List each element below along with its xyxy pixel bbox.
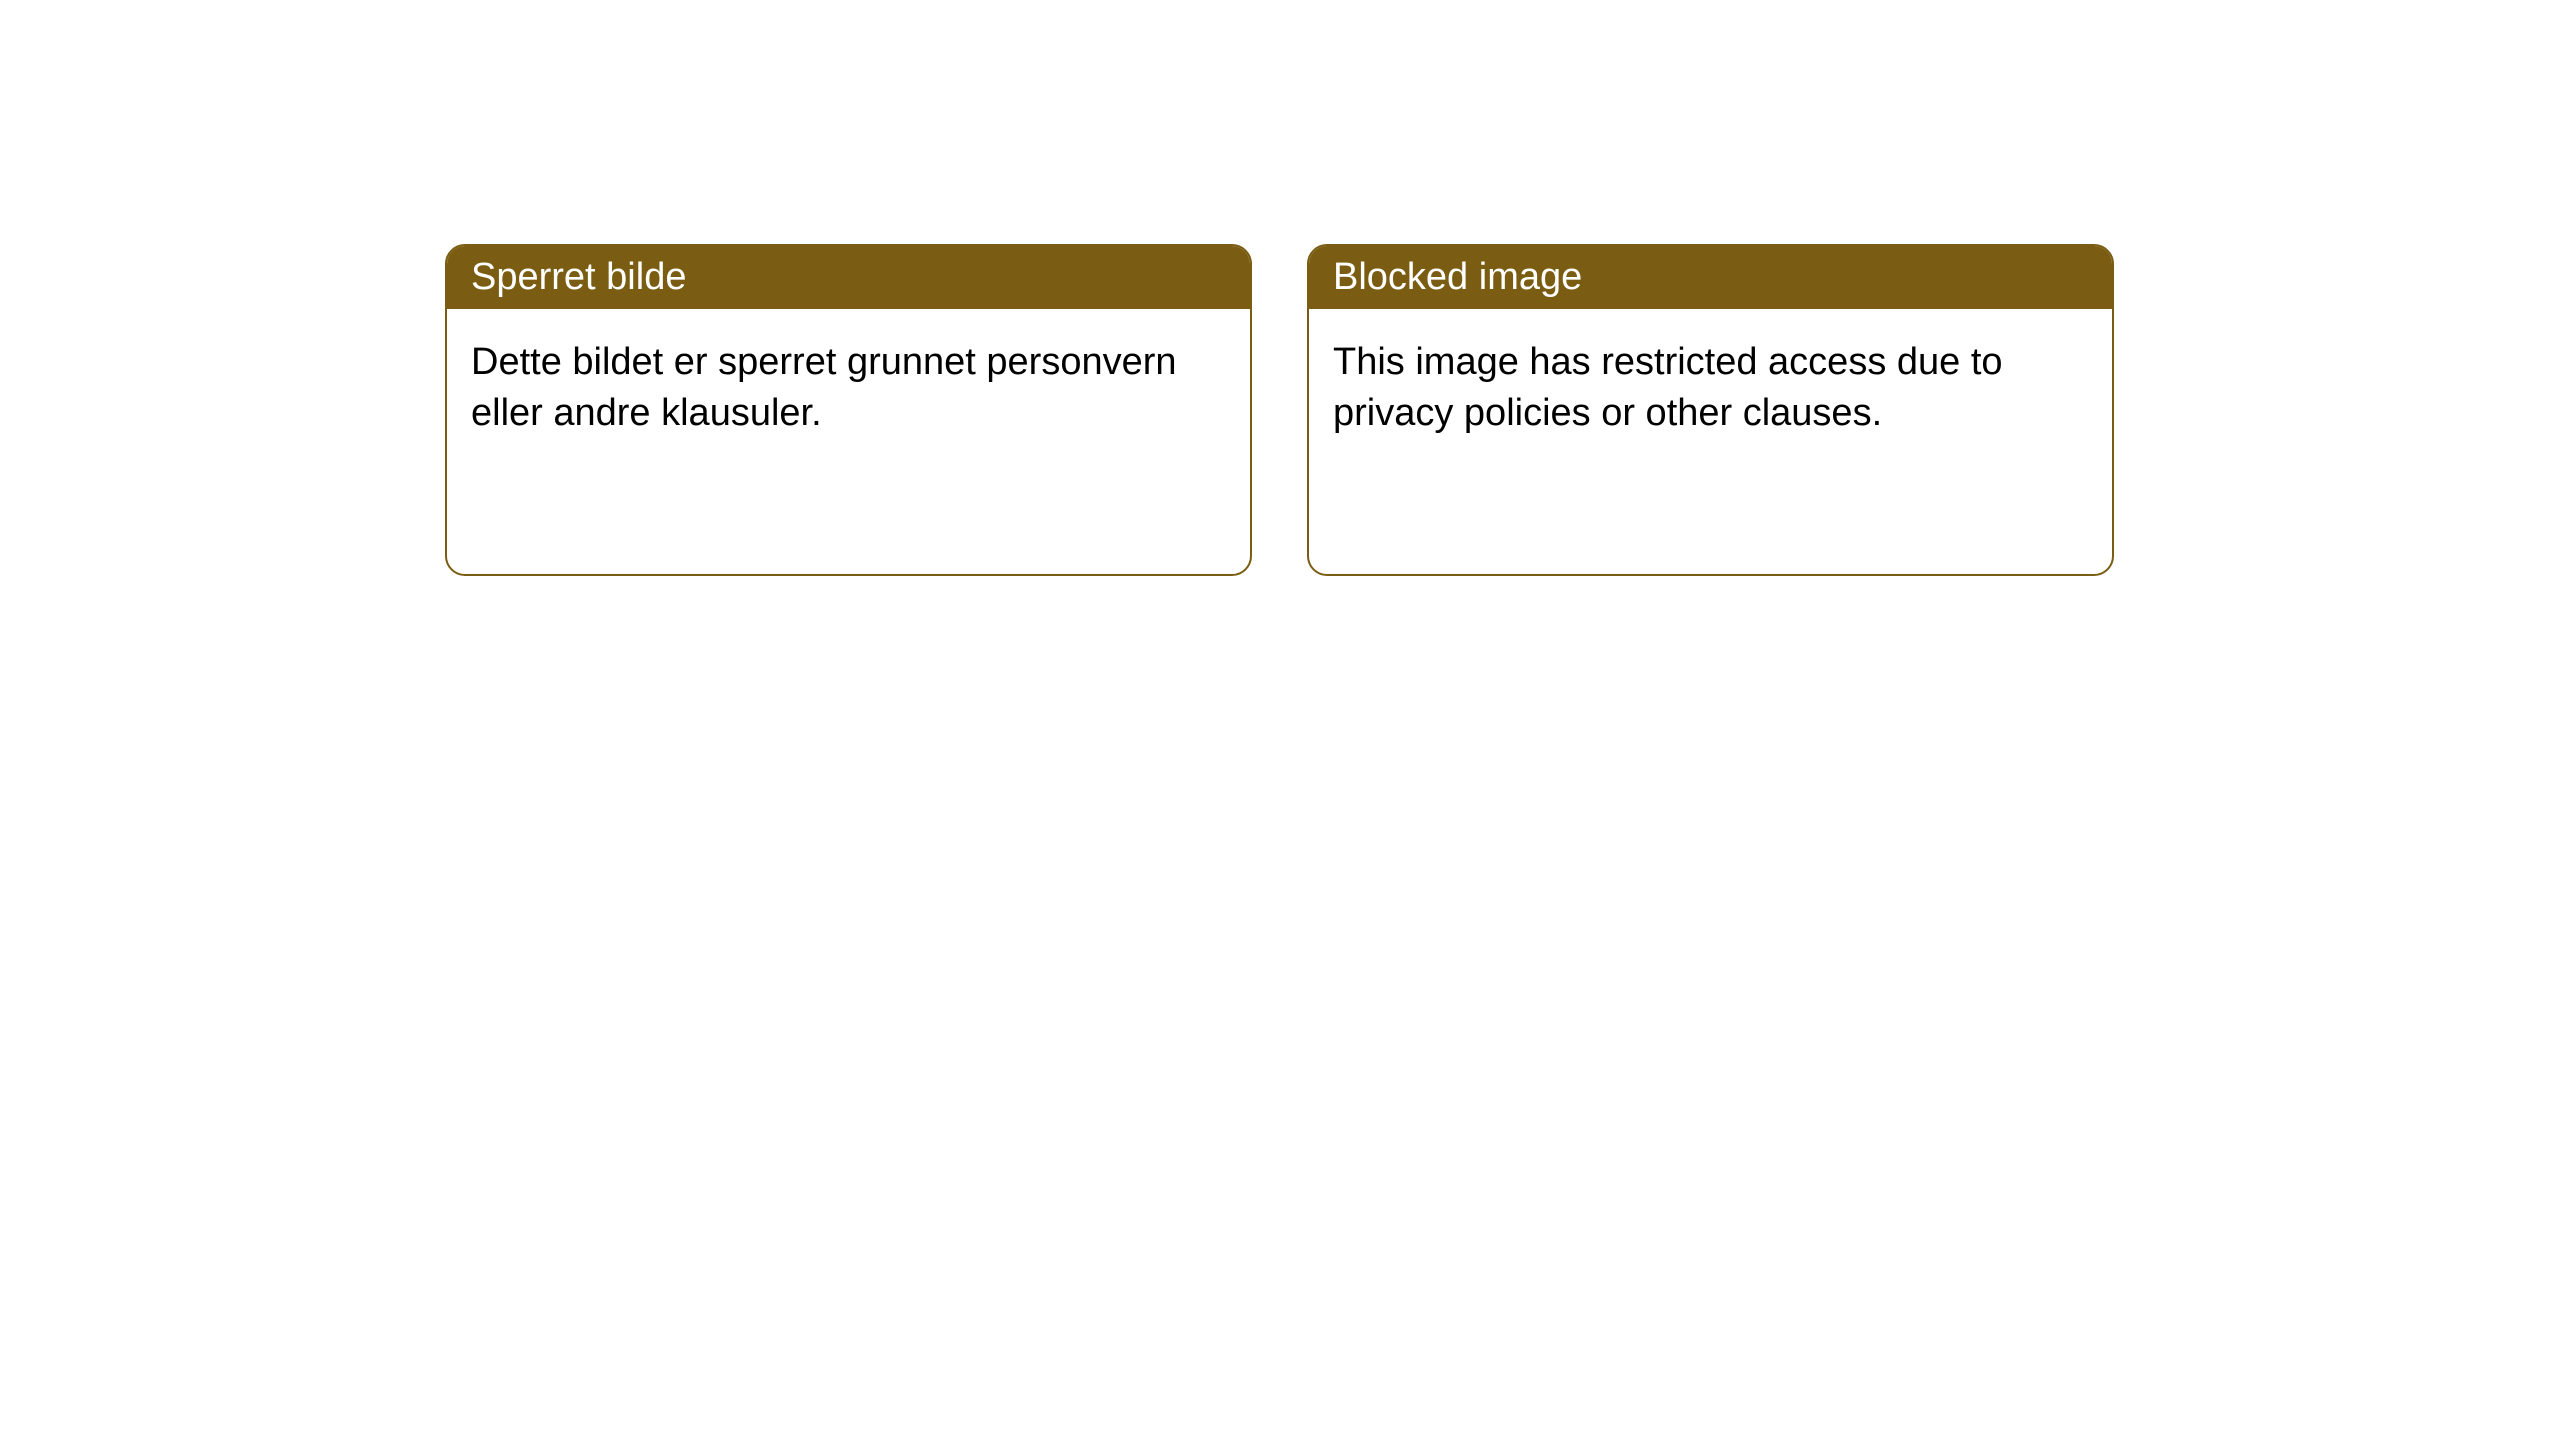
notice-header: Blocked image [1309, 246, 2112, 309]
notice-card-en: Blocked image This image has restricted … [1307, 244, 2114, 576]
notice-message: Dette bildet er sperret grunnet personve… [471, 341, 1177, 434]
notice-card-no: Sperret bilde Dette bildet er sperret gr… [445, 244, 1252, 576]
notice-message: This image has restricted access due to … [1333, 341, 2003, 434]
notice-body: Dette bildet er sperret grunnet personve… [447, 309, 1250, 574]
notice-header: Sperret bilde [447, 246, 1250, 309]
notice-container: Sperret bilde Dette bildet er sperret gr… [0, 0, 2560, 576]
notice-body: This image has restricted access due to … [1309, 309, 2112, 574]
notice-title: Sperret bilde [471, 256, 686, 298]
notice-title: Blocked image [1333, 256, 1582, 298]
